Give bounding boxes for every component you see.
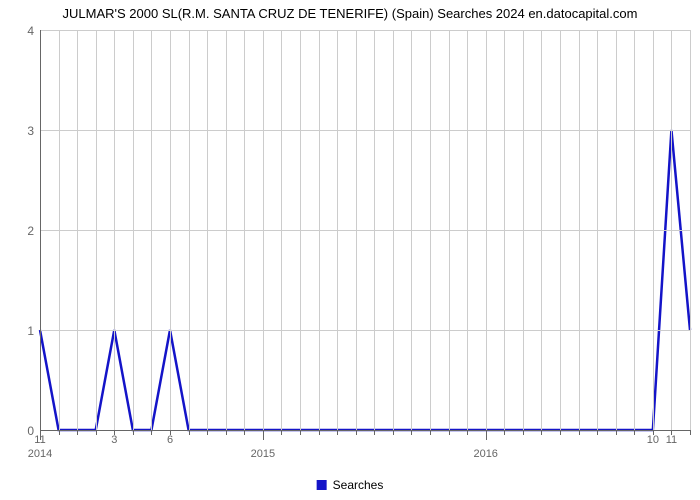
x-minor-tick [133, 430, 134, 435]
x-minor-tick [300, 430, 301, 435]
x-minor-tick [244, 430, 245, 435]
axis-bottom [40, 430, 690, 431]
axis-left [40, 30, 41, 430]
x-minor-tick [411, 430, 412, 435]
x-minor-tick [226, 430, 227, 435]
x-minor-tick [151, 430, 152, 435]
grid-v [411, 30, 412, 430]
grid-v [616, 30, 617, 430]
grid-h [40, 330, 690, 331]
grid-v [356, 30, 357, 430]
grid-v [504, 30, 505, 430]
grid-h [40, 230, 690, 231]
x-minor-tick [281, 430, 282, 435]
x-sub-label: 3 [104, 434, 124, 446]
x-minor-tick [96, 430, 97, 435]
x-minor-tick [616, 430, 617, 435]
grid-v [690, 30, 691, 430]
grid-v [449, 30, 450, 430]
x-minor-tick [430, 430, 431, 435]
x-minor-tick [523, 430, 524, 435]
grid-v [653, 30, 654, 430]
x-minor-tick [597, 430, 598, 435]
grid-v [560, 30, 561, 430]
x-minor-tick [77, 430, 78, 435]
x-major-label: 2014 [15, 448, 65, 460]
x-major-tick [486, 430, 487, 440]
grid-v [337, 30, 338, 430]
legend-label: Searches [333, 478, 384, 492]
grid-v [281, 30, 282, 430]
x-minor-tick [393, 430, 394, 435]
x-minor-tick [356, 430, 357, 435]
grid-v [207, 30, 208, 430]
x-minor-tick [467, 430, 468, 435]
grid-v [467, 30, 468, 430]
x-minor-tick [59, 430, 60, 435]
grid-v [77, 30, 78, 430]
grid-v [374, 30, 375, 430]
grid-v [393, 30, 394, 430]
x-sub-label: 10 [643, 434, 663, 446]
x-minor-tick [189, 430, 190, 435]
y-tick-label: 4 [27, 24, 34, 38]
grid-h [40, 30, 690, 31]
x-minor-tick [634, 430, 635, 435]
grid-v [263, 30, 264, 430]
plot-area [40, 30, 690, 430]
y-tick-label: 1 [27, 324, 34, 338]
grid-v [486, 30, 487, 430]
grid-v [430, 30, 431, 430]
x-minor-tick [337, 430, 338, 435]
grid-v [244, 30, 245, 430]
x-minor-tick [504, 430, 505, 435]
grid-v [96, 30, 97, 430]
grid-v [579, 30, 580, 430]
x-sub-label: 11 [661, 434, 681, 446]
x-major-tick [263, 430, 264, 440]
x-minor-tick [541, 430, 542, 435]
grid-v [151, 30, 152, 430]
legend-swatch [317, 480, 327, 490]
legend: Searches [317, 478, 384, 492]
grid-v [523, 30, 524, 430]
x-minor-tick [560, 430, 561, 435]
x-minor-tick [449, 430, 450, 435]
x-major-label: 2016 [461, 448, 511, 460]
x-major-tick [40, 430, 41, 440]
chart-title: JULMAR'S 2000 SL(R.M. SANTA CRUZ DE TENE… [0, 6, 700, 21]
grid-v [59, 30, 60, 430]
grid-v [189, 30, 190, 430]
x-sub-label: 6 [160, 434, 180, 446]
grid-v [319, 30, 320, 430]
grid-v [226, 30, 227, 430]
grid-v [133, 30, 134, 430]
y-tick-label: 3 [27, 124, 34, 138]
grid-v [634, 30, 635, 430]
series-path [40, 130, 690, 430]
grid-v [597, 30, 598, 430]
y-tick-label: 2 [27, 224, 34, 238]
grid-h [40, 130, 690, 131]
grid-v [300, 30, 301, 430]
grid-v [170, 30, 171, 430]
x-major-label: 2015 [238, 448, 288, 460]
x-minor-tick [579, 430, 580, 435]
chart-container: JULMAR'S 2000 SL(R.M. SANTA CRUZ DE TENE… [0, 0, 700, 500]
grid-v [114, 30, 115, 430]
x-minor-tick [319, 430, 320, 435]
x-minor-tick [690, 430, 691, 435]
x-minor-tick [374, 430, 375, 435]
grid-v [541, 30, 542, 430]
grid-v [671, 30, 672, 430]
x-minor-tick [207, 430, 208, 435]
